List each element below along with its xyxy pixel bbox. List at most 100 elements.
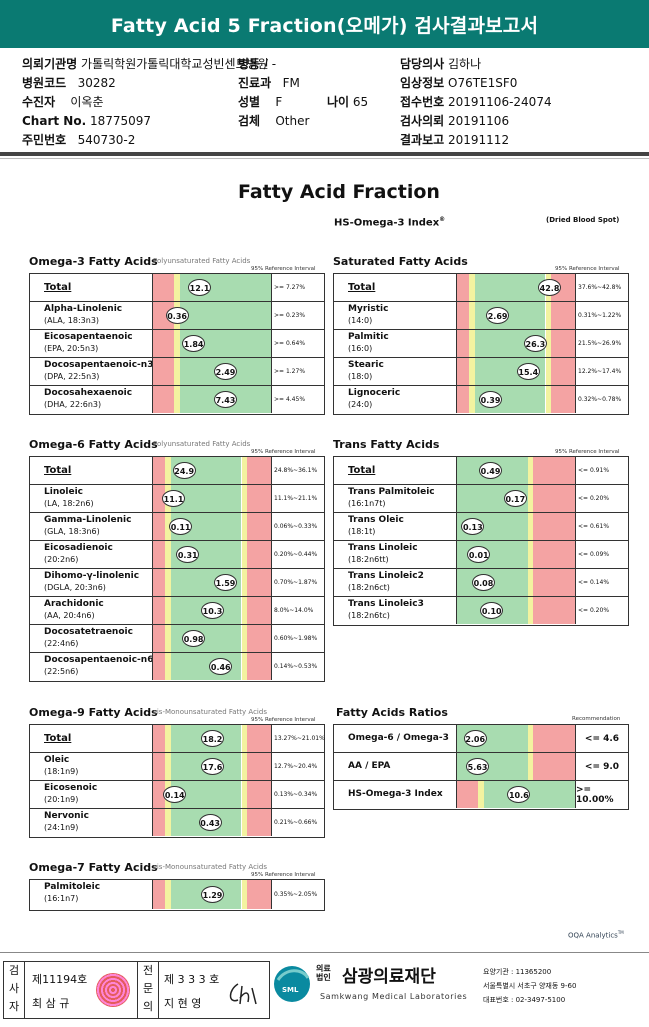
bar-zone-red [247, 597, 271, 624]
analyte-name: Trans Linoleic3 [348, 599, 424, 609]
result-row: Oleic (18:1n9) 17.6 12.7%~20.4% [30, 753, 324, 781]
bar-zone-red [551, 330, 575, 357]
info-row: Chart No. 18775097 [22, 114, 152, 128]
bar-zone-yellow [241, 597, 248, 624]
bar-zone-yellow [241, 653, 248, 680]
bar-zone-yellow [527, 513, 533, 540]
result-row: Docosapentaenoic-n6 (22:5n6) 0.46 0.14%~0.5… [30, 653, 324, 680]
reference-bar: 0.31 [152, 541, 272, 568]
reference-range: 0.13%~0.34% [274, 781, 322, 808]
result-row: Docosapentaenoic-n3 (DPA, 22:5n3) 2.49 >= 1… [30, 358, 324, 386]
patient-info-left: 의뢰기관명 가톨릭학원가톨릭대학교성빈센트병원 병원코드 30282 수진자 이… [22, 55, 269, 150]
bar-zone-red [153, 809, 165, 836]
reference-bar: 0.49 [456, 457, 576, 484]
doctor-name: 지 현 영 [164, 997, 202, 1010]
bar-zone-red [532, 541, 575, 568]
result-row: Eicosenoic (20:1n9) 0.14 0.13%~0.34% [30, 781, 324, 809]
analyte-detail: (DPA, 22:5n3) [44, 372, 100, 381]
result-row: Alpha-Linolenic (ALA, 18:3n3) 0.36 >= 0.23% [30, 302, 324, 330]
reference-range: >= 0.23% [274, 302, 322, 329]
bar-zone-red [153, 358, 175, 385]
reference-bar: 0.43 [152, 809, 272, 836]
value-marker: 0.43 [198, 811, 222, 834]
org-name: 삼광의료재단 [342, 967, 436, 987]
value-marker: 17.6 [201, 755, 224, 778]
reference-range: <= 0.14% [578, 569, 626, 596]
institution-code: 요양기관 : 11365200 [483, 968, 552, 976]
omega7-subtitle: cis-Monounsaturated Fatty Acids [153, 863, 267, 871]
omega3-title: Omega-3 Fatty Acids [29, 255, 158, 268]
bar-zone-yellow [527, 541, 533, 568]
value-marker: 0.17 [503, 487, 527, 510]
analyte-detail: (18:1t) [348, 527, 376, 536]
header-divider-thin [0, 158, 649, 159]
analyte-detail: (22:4n6) [44, 639, 79, 648]
bar-zone-red [532, 569, 575, 596]
bar-zone-yellow [241, 625, 248, 652]
result-row: Linoleic (LA, 18:2n6) 11.1 11.1%~21.1% [30, 485, 324, 513]
tester-name: 최 삼 규 [32, 997, 70, 1010]
signature-box: 검사자 제11194호 최 삼 규 전문의 제 3 3 3 호 지 현 영 [3, 961, 270, 1019]
reference-range: 21.5%~26.9% [578, 330, 626, 357]
result-row: Trans Linoleic3 (18:2n6tc) 0.10 <= 0.20% [334, 597, 628, 624]
bar-zone-red [457, 274, 469, 301]
result-row: Docosatetraenoic (22:4n6) 0.98 0.60%~1.98% [30, 625, 324, 653]
analyte-name: Eicosenoic [44, 783, 98, 793]
result-row: Eicosadienoic (20:2n6) 0.31 0.20%~0.44% [30, 541, 324, 569]
report-title: Fatty Acid 5 Fraction(오메가) 검사결과보고서 [0, 0, 649, 48]
analyte-detail: (ALA, 18:3n3) [44, 316, 100, 325]
analyte-name: Docosatetraenoic [44, 627, 133, 637]
reference-range: 13.27%~21.01% [274, 725, 325, 752]
sml-logo-icon: SML [272, 962, 310, 1002]
analyte-detail: (18:2n6tc) [348, 611, 390, 620]
analyte-name: Total [44, 733, 72, 744]
org-prefix: 의료법인 [316, 964, 331, 982]
ratios-table: Omega-6 / Omega-3 2.06 <= 4.6 AA / EPA 5.63 <… [333, 724, 629, 810]
bar-zone-red [532, 725, 575, 752]
analyte-name: Trans Linoleic [348, 543, 418, 553]
bar-zone-red [532, 513, 575, 540]
omega3-reference-header: 95% Reference Interval [251, 266, 316, 272]
analyte-detail: (18:0) [348, 372, 373, 381]
analyte-name: Nervonic [44, 811, 89, 821]
bar-zone-red [247, 725, 271, 752]
org-english-name: Samkwang Medical Laboratories [320, 992, 468, 1001]
trans-panel: Total 0.49 <= 0.91% Trans Palmitoleic (16:1n… [333, 456, 629, 626]
result-row: Palmitoleic (16:1n7) 1.29 0.35%~2.05% [30, 880, 324, 909]
bar-zone-yellow [241, 457, 248, 484]
bar-zone-red [457, 302, 469, 329]
info-row: 주민번호 540730-2 [22, 133, 136, 147]
analyte-name: Oleic [44, 755, 70, 765]
bar-zone-yellow [174, 274, 181, 301]
reference-range-text: 0.21%~0.66% [274, 819, 318, 826]
info-row: 의뢰기관명 가톨릭학원가톨릭대학교성빈센트병원 [22, 57, 269, 71]
analyte-detail: (22:5n6) [44, 667, 79, 676]
bar-zone-yellow [468, 274, 475, 301]
bar-zone-yellow [164, 725, 171, 752]
value-marker: 0.01 [467, 543, 491, 566]
value-marker: 0.39 [479, 388, 503, 411]
omega6-reference-header: 95% Reference Interval [251, 449, 316, 455]
ratio-row: HS-Omega-3 Index 10.6 >= 10.00% [334, 781, 628, 808]
saturated-reference-header: 95% Reference Interval [555, 266, 620, 272]
analyte-name: Palmitic [348, 332, 389, 342]
analyte-detail: (DGLA, 20:3n6) [44, 583, 106, 592]
reference-range: 0.70%~1.87% [274, 569, 322, 596]
reference-bar: 2.49 [152, 358, 272, 385]
reference-range-text: <= 0.61% [578, 523, 610, 530]
bar-zone-red [153, 457, 165, 484]
doctor-number: 제 3 3 3 호 [164, 973, 220, 986]
ratio-row: AA / EPA 5.63 <= 9.0 [334, 753, 628, 781]
bar-zone-red [247, 653, 271, 680]
value-marker: 0.31 [176, 543, 200, 566]
reference-range-text: 11.1%~21.1% [274, 495, 318, 502]
reference-bar: 0.10 [456, 597, 576, 624]
reference-range: <= 0.20% [578, 597, 626, 624]
ratio-recommendation: <= 4.6 [575, 725, 628, 752]
reference-range: 24.8%~36.1% [274, 457, 322, 484]
bar-zone-yellow [545, 302, 552, 329]
value-marker: 0.13 [461, 515, 485, 538]
reference-bar: 26.3 [456, 330, 576, 357]
bar-zone-red [153, 597, 165, 624]
bar-zone-red [457, 781, 479, 808]
